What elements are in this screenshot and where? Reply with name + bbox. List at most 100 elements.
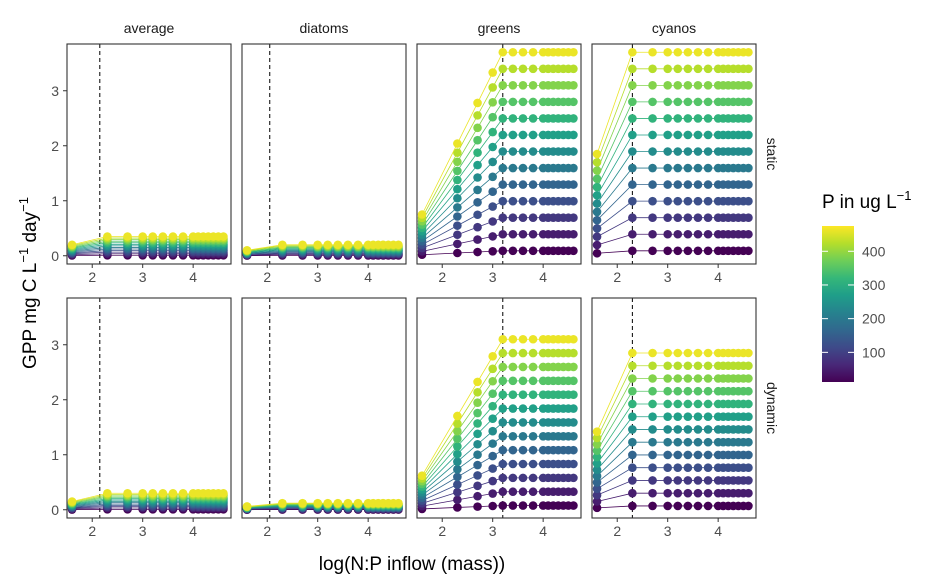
- data-point: [569, 229, 578, 239]
- data-point: [473, 377, 482, 387]
- panel-average-static: 2 3 4 0 1 2 3: [51, 43, 232, 285]
- data-point: [648, 374, 657, 383]
- data-point: [628, 47, 637, 57]
- data-point: [473, 247, 482, 257]
- data-point: [683, 47, 693, 57]
- data-point: [498, 246, 508, 256]
- data-point: [693, 147, 703, 156]
- data-point: [673, 130, 683, 140]
- data-point: [744, 348, 753, 358]
- data-point: [703, 147, 713, 156]
- data-point: [592, 465, 602, 475]
- y-tick-label: 2: [51, 138, 59, 154]
- data-point: [648, 180, 657, 189]
- data-point: [628, 463, 637, 473]
- data-point: [744, 163, 753, 173]
- data-point: [693, 361, 703, 371]
- data-point: [683, 463, 693, 473]
- data-point: [508, 501, 518, 510]
- data-point: [518, 348, 528, 358]
- data-point: [683, 386, 693, 396]
- data-point: [278, 240, 287, 250]
- data-point: [528, 213, 538, 222]
- x-tick-label: 4: [364, 269, 372, 285]
- data-point: [648, 81, 657, 90]
- data-point: [744, 81, 753, 90]
- data-point: [693, 246, 703, 256]
- data-point: [628, 229, 637, 239]
- data-point: [528, 114, 538, 123]
- data-point: [569, 97, 578, 107]
- data-point: [498, 501, 508, 510]
- data-point: [648, 147, 657, 156]
- x-tick-label: 2: [88, 269, 96, 285]
- data-point: [592, 191, 602, 200]
- data-point: [592, 459, 602, 468]
- data-point: [663, 114, 672, 123]
- data-point: [178, 488, 188, 498]
- data-point: [508, 147, 518, 156]
- x-tick-label: 3: [664, 269, 672, 285]
- data-point: [592, 490, 602, 500]
- data-point: [453, 465, 462, 474]
- y-tick-label: 1: [51, 193, 59, 209]
- data-point: [648, 437, 657, 447]
- data-point: [703, 163, 713, 173]
- data-point: [473, 387, 482, 397]
- panel-diatoms-dynamic: 2 3 4: [241, 297, 407, 539]
- data-point: [592, 484, 602, 494]
- x-tick-label: 3: [489, 523, 497, 539]
- y-tick-label: 3: [51, 337, 59, 353]
- data-point: [673, 412, 683, 422]
- data-point: [628, 114, 637, 123]
- data-point: [648, 476, 657, 485]
- panel-background: [67, 44, 231, 264]
- data-point: [569, 376, 578, 386]
- data-point: [673, 163, 683, 173]
- data-point: [569, 147, 578, 156]
- data-point: [488, 389, 497, 399]
- data-point: [673, 501, 683, 511]
- data-point: [498, 487, 508, 497]
- data-point: [488, 98, 497, 107]
- data-point: [648, 361, 657, 371]
- data-point: [488, 217, 497, 226]
- x-tick-label: 3: [139, 269, 147, 285]
- data-point: [528, 81, 538, 90]
- data-point: [488, 501, 497, 511]
- data-point: [683, 374, 693, 383]
- data-point: [473, 111, 482, 120]
- data-point: [569, 163, 578, 173]
- data-point: [473, 502, 482, 511]
- data-point: [663, 501, 672, 511]
- legend-ticks: 100 200 300 400: [822, 243, 886, 360]
- data-point: [488, 476, 497, 486]
- data-point: [473, 148, 482, 157]
- data-point: [693, 348, 703, 358]
- y-axis-title-unit: day: [20, 211, 41, 247]
- data-point: [508, 81, 518, 90]
- data-point: [298, 498, 307, 508]
- data-point: [703, 488, 713, 498]
- data-point: [648, 229, 657, 239]
- data-point: [473, 198, 482, 207]
- data-point: [508, 487, 518, 497]
- data-point: [592, 497, 602, 506]
- legend-title-exp: −1: [897, 188, 912, 203]
- data-point: [663, 437, 672, 447]
- data-point: [592, 199, 602, 208]
- data-point: [473, 439, 482, 449]
- data-point: [518, 487, 528, 497]
- data-point: [683, 180, 693, 189]
- data-point: [693, 163, 703, 173]
- data-point: [648, 130, 657, 140]
- data-point: [518, 130, 528, 140]
- panel-border: [591, 297, 757, 519]
- data-point: [488, 414, 497, 423]
- data-point: [569, 114, 578, 123]
- x-tick-label: 4: [714, 523, 722, 539]
- x-tick-label: 4: [539, 523, 547, 539]
- strip-label-diatoms: diatoms: [299, 20, 348, 36]
- data-point: [569, 487, 578, 497]
